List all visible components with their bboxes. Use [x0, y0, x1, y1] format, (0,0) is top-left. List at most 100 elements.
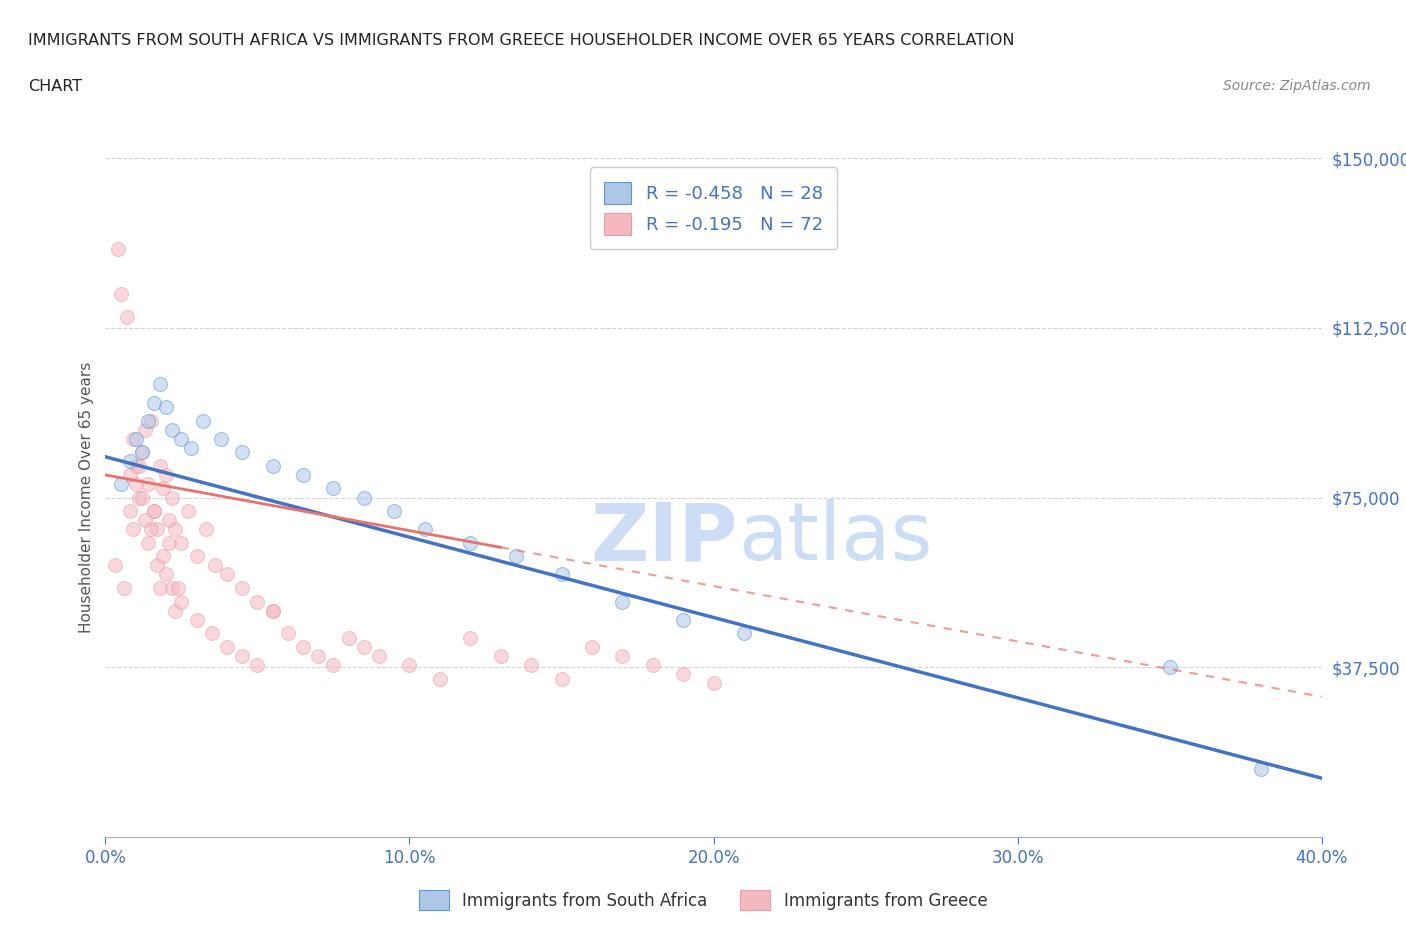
Point	[121, 432, 143, 446]
Point	[520, 658, 543, 672]
Point	[382, 504, 405, 519]
Point	[134, 512, 156, 527]
Point	[149, 377, 172, 392]
Point	[186, 549, 208, 564]
Point	[134, 422, 156, 437]
Point	[458, 536, 481, 551]
Point	[131, 445, 153, 459]
Point	[262, 604, 284, 618]
Point	[322, 658, 344, 672]
Point	[429, 671, 451, 686]
Point	[201, 626, 224, 641]
Point	[155, 468, 177, 483]
Point	[191, 413, 214, 428]
Point	[143, 504, 166, 519]
Point	[162, 580, 184, 595]
Point	[155, 400, 177, 415]
Point	[413, 522, 436, 537]
Point	[149, 458, 172, 473]
Point	[118, 468, 141, 483]
Point	[672, 612, 695, 627]
Point	[1250, 762, 1272, 777]
Point	[217, 640, 239, 655]
Point	[209, 432, 232, 446]
Point	[489, 648, 512, 663]
Point	[125, 458, 148, 473]
Point	[505, 549, 527, 564]
Point	[139, 413, 162, 428]
Point	[136, 476, 159, 491]
Point	[246, 658, 269, 672]
Point	[186, 612, 208, 627]
Point	[165, 604, 187, 618]
Point	[118, 454, 141, 469]
Point	[307, 648, 329, 663]
Point	[702, 676, 725, 691]
Text: ZIP: ZIP	[591, 499, 738, 578]
Point	[155, 567, 177, 582]
Point	[115, 309, 138, 324]
Point	[458, 631, 481, 645]
Point	[292, 468, 315, 483]
Point	[292, 640, 315, 655]
Point	[581, 640, 603, 655]
Point	[194, 522, 217, 537]
Point	[398, 658, 420, 672]
Point	[353, 490, 375, 505]
Point	[125, 476, 148, 491]
Point	[672, 667, 695, 682]
Point	[1159, 660, 1181, 675]
Point	[103, 558, 125, 573]
Point	[157, 536, 180, 551]
Point	[128, 458, 150, 473]
Point	[131, 445, 153, 459]
Point	[262, 458, 284, 473]
Point	[121, 522, 143, 537]
Point	[107, 241, 129, 256]
Point	[165, 522, 187, 537]
Point	[112, 580, 135, 595]
Point	[262, 604, 284, 618]
Point	[246, 594, 269, 609]
Point	[143, 395, 166, 410]
Point	[170, 432, 193, 446]
Point	[146, 558, 169, 573]
Point	[733, 626, 755, 641]
Text: atlas: atlas	[738, 499, 932, 578]
Point	[322, 481, 344, 496]
Point	[180, 440, 202, 455]
Point	[550, 671, 572, 686]
Legend: Immigrants from South Africa, Immigrants from Greece: Immigrants from South Africa, Immigrants…	[412, 884, 994, 917]
Point	[176, 504, 198, 519]
Point	[337, 631, 360, 645]
Text: Source: ZipAtlas.com: Source: ZipAtlas.com	[1223, 79, 1371, 93]
Point	[118, 504, 141, 519]
Point	[641, 658, 664, 672]
Point	[353, 640, 375, 655]
Point	[128, 490, 150, 505]
Point	[125, 432, 148, 446]
Point	[217, 567, 239, 582]
Point	[110, 286, 132, 301]
Point	[136, 536, 159, 551]
Point	[612, 594, 634, 609]
Point	[146, 522, 169, 537]
Point	[149, 580, 172, 595]
Point	[550, 567, 572, 582]
Point	[136, 413, 159, 428]
Point	[162, 490, 184, 505]
Point	[143, 504, 166, 519]
Point	[170, 536, 193, 551]
Point	[152, 481, 174, 496]
Point	[139, 522, 162, 537]
Point	[368, 648, 391, 663]
Point	[162, 422, 184, 437]
Point	[157, 512, 180, 527]
Y-axis label: Householder Income Over 65 years: Householder Income Over 65 years	[79, 362, 94, 633]
Point	[110, 476, 132, 491]
Point	[277, 626, 299, 641]
Legend: R = -0.458   N = 28, R = -0.195   N = 72: R = -0.458 N = 28, R = -0.195 N = 72	[589, 167, 838, 249]
Point	[231, 445, 253, 459]
Point	[612, 648, 634, 663]
Point	[231, 648, 253, 663]
